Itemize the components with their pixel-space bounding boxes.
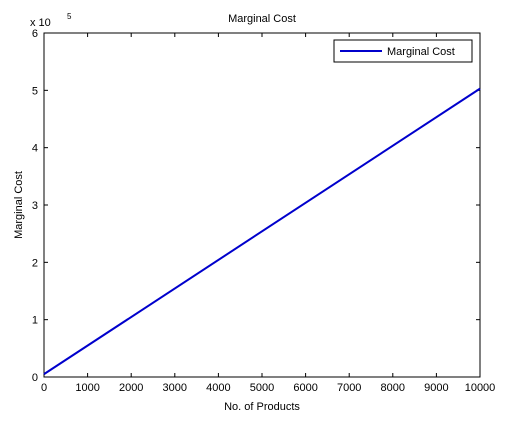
plot-area [43,32,481,378]
x-axis-label: No. of Products [224,401,300,413]
x-tick-label: 6000 [293,382,317,394]
chart-title: Marginal Cost [228,13,296,25]
x-tick-label: 8000 [381,382,405,394]
x-tick-label: 4000 [206,382,230,394]
legend-entry-label: Marginal Cost [387,46,455,58]
x-tick-label: 7000 [337,382,361,394]
y-tick-label: 6 [32,28,38,40]
y-tick-label: 4 [32,143,38,155]
y-exponent-base: x 10 [30,17,51,29]
x-tick-label: 2000 [119,382,143,394]
series-layer [43,87,481,375]
y-tick-label: 1 [32,315,38,327]
x-tick-label: 1000 [75,382,99,394]
y-tick-label: 5 [32,85,38,97]
y-exponent-label: x 10 5 [30,12,72,29]
x-axis-ticks: 0 1000 2000 3000 4000 5000 6000 7000 8000 9000 100… [41,33,495,394]
x-tick-label: 9000 [424,382,448,394]
x-tick-label: 0 [41,382,47,394]
y-axis-label: Marginal Cost [13,171,25,239]
y-tick-label: 0 [32,372,38,384]
legend-box [333,39,473,63]
x-tick-label: 3000 [163,382,187,394]
x-tick-label: 10000 [465,382,496,394]
series-line-marginal-cost [43,87,481,375]
x-tick-label: 5000 [250,382,274,394]
y-tick-label: 2 [32,257,38,269]
y-axis-ticks: 0 1 2 3 4 5 6 [32,28,480,384]
y-exponent-power: 5 [67,12,72,21]
y-tick-label: 3 [32,200,38,212]
legend: Marginal Cost [333,39,473,63]
